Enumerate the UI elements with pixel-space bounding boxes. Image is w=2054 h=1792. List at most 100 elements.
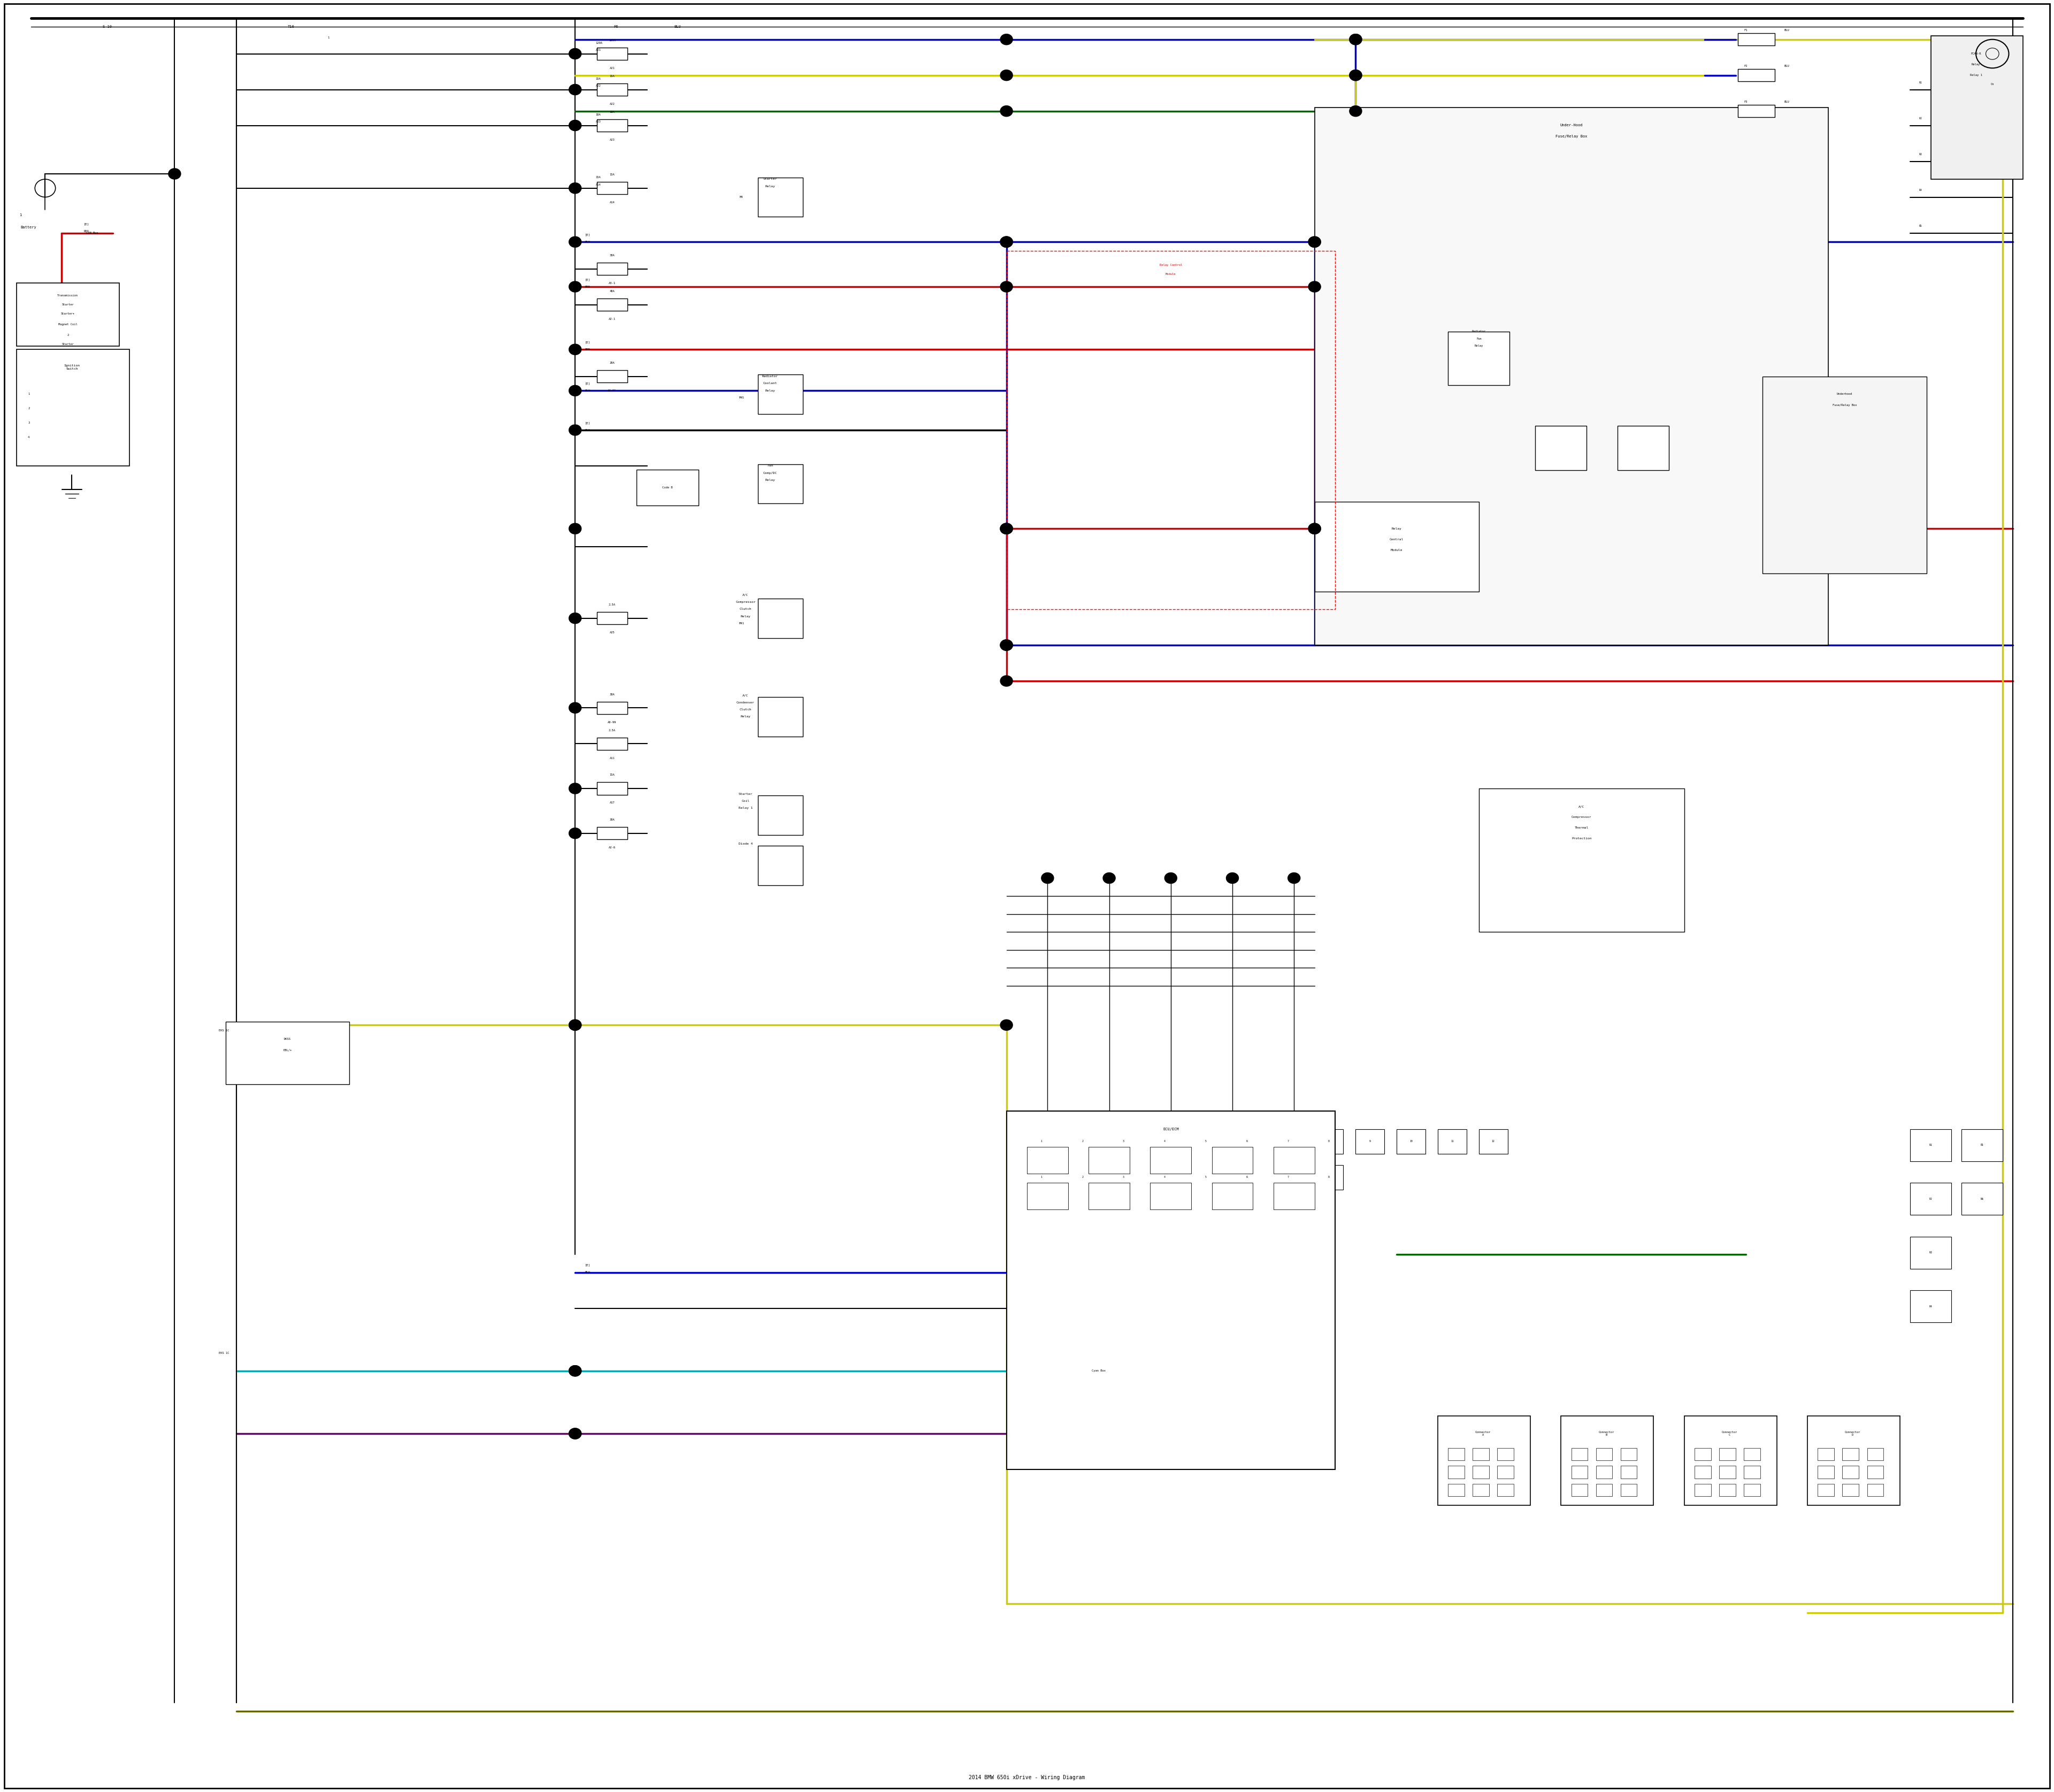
Bar bbox=[1315, 502, 1479, 591]
Bar bbox=[1684, 1416, 1777, 1505]
Circle shape bbox=[1288, 873, 1300, 883]
Bar bbox=[1232, 1165, 1261, 1190]
Circle shape bbox=[1349, 34, 1362, 45]
Bar bbox=[1497, 1466, 1514, 1478]
Text: BLU: BLU bbox=[674, 25, 682, 29]
Bar bbox=[1867, 1484, 1884, 1496]
Text: [E]: [E] bbox=[84, 222, 88, 226]
Bar bbox=[758, 697, 803, 737]
Text: 10A: 10A bbox=[596, 113, 602, 116]
Text: M4S: M4S bbox=[739, 396, 744, 400]
Bar bbox=[1232, 1129, 1261, 1154]
Circle shape bbox=[569, 1428, 581, 1439]
Text: Module: Module bbox=[1165, 272, 1177, 276]
Bar bbox=[1006, 251, 1335, 609]
Text: Radiator: Radiator bbox=[762, 375, 778, 378]
Circle shape bbox=[1000, 237, 1013, 247]
Text: R6: R6 bbox=[1980, 1197, 1984, 1201]
Bar bbox=[758, 599, 803, 638]
Bar bbox=[596, 828, 629, 839]
Text: RED: RED bbox=[585, 348, 589, 351]
Text: BLU: BLU bbox=[585, 1271, 589, 1274]
Text: R4: R4 bbox=[1929, 1305, 1933, 1308]
Circle shape bbox=[1000, 237, 1013, 247]
Bar bbox=[1744, 1448, 1760, 1460]
Circle shape bbox=[569, 344, 581, 355]
Text: Relay Control: Relay Control bbox=[1158, 263, 1183, 267]
Text: M41: M41 bbox=[739, 622, 744, 625]
Bar bbox=[1150, 1183, 1191, 1210]
Text: Cyan Box: Cyan Box bbox=[1093, 1369, 1105, 1373]
Bar bbox=[1473, 1466, 1489, 1478]
Text: F6: F6 bbox=[614, 25, 618, 29]
Bar bbox=[1027, 1183, 1068, 1210]
Text: Connector
D: Connector D bbox=[1844, 1430, 1861, 1437]
Bar bbox=[1962, 1129, 2003, 1161]
Text: 15A: 15A bbox=[610, 774, 614, 776]
Bar bbox=[1910, 1129, 1951, 1161]
Bar bbox=[596, 183, 629, 194]
Bar bbox=[1931, 36, 2023, 179]
Bar bbox=[1109, 1165, 1138, 1190]
Text: Module: Module bbox=[1391, 548, 1403, 552]
Bar bbox=[1150, 1165, 1179, 1190]
Bar bbox=[1273, 1147, 1315, 1174]
Text: Clutch: Clutch bbox=[739, 607, 752, 611]
Text: EBL/+: EBL/+ bbox=[283, 1048, 292, 1052]
Bar bbox=[1438, 1129, 1467, 1154]
Circle shape bbox=[1000, 70, 1013, 81]
Circle shape bbox=[569, 425, 581, 435]
Text: Starter+: Starter+ bbox=[62, 312, 74, 315]
Bar bbox=[1536, 426, 1586, 470]
Text: FCAN-R: FCAN-R bbox=[1970, 52, 1982, 56]
Bar bbox=[1315, 108, 1828, 645]
Bar bbox=[758, 375, 803, 414]
Text: Relay: Relay bbox=[1972, 63, 1980, 66]
Text: DKSS: DKSS bbox=[283, 1038, 292, 1041]
Text: Protection: Protection bbox=[1571, 837, 1592, 840]
Text: Relay 1: Relay 1 bbox=[1970, 73, 1982, 77]
Circle shape bbox=[569, 237, 581, 247]
Text: A21: A21 bbox=[596, 48, 602, 52]
Bar bbox=[758, 796, 803, 835]
Bar bbox=[1027, 1129, 1056, 1154]
Text: EKS 1C: EKS 1C bbox=[218, 1351, 230, 1355]
Text: Diode 4: Diode 4 bbox=[739, 842, 752, 846]
Circle shape bbox=[569, 1020, 581, 1030]
Bar bbox=[1315, 1165, 1343, 1190]
Bar bbox=[1738, 104, 1775, 116]
Bar bbox=[596, 613, 629, 624]
Text: BLU: BLU bbox=[1785, 100, 1789, 104]
Circle shape bbox=[1000, 237, 1013, 247]
Bar bbox=[758, 177, 803, 217]
Text: A23: A23 bbox=[610, 138, 614, 142]
Text: Battery: Battery bbox=[21, 226, 37, 229]
Circle shape bbox=[569, 48, 581, 59]
Circle shape bbox=[1308, 237, 1321, 247]
Circle shape bbox=[1000, 523, 1013, 534]
Text: 30A: 30A bbox=[610, 819, 614, 821]
Text: R3: R3 bbox=[1918, 152, 1923, 156]
Bar bbox=[1006, 1111, 1335, 1469]
Bar bbox=[1027, 1165, 1056, 1190]
Text: Connector
B: Connector B bbox=[1598, 1430, 1614, 1437]
Bar bbox=[1621, 1448, 1637, 1460]
Bar bbox=[596, 297, 629, 312]
Text: A23: A23 bbox=[596, 120, 602, 124]
Text: A14: A14 bbox=[610, 201, 614, 204]
Text: BLK: BLK bbox=[585, 428, 589, 432]
Bar bbox=[1571, 1448, 1588, 1460]
Bar bbox=[596, 371, 629, 382]
Text: [E]: [E] bbox=[585, 1263, 589, 1267]
Text: A21: A21 bbox=[610, 66, 614, 70]
Bar bbox=[1273, 1165, 1302, 1190]
Text: R3: R3 bbox=[1929, 1251, 1933, 1254]
Text: 40A: 40A bbox=[610, 290, 614, 292]
Text: A14: A14 bbox=[596, 183, 602, 186]
Bar bbox=[1089, 1147, 1130, 1174]
Text: A7-81: A7-81 bbox=[608, 389, 616, 392]
Bar bbox=[1808, 1416, 1900, 1505]
Bar bbox=[1842, 1448, 1859, 1460]
Text: BLU: BLU bbox=[585, 240, 589, 244]
Text: Ignition
Switch: Ignition Switch bbox=[64, 364, 80, 371]
